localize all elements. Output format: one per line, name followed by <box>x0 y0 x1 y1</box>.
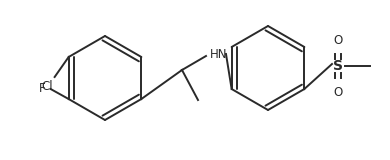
Text: HN: HN <box>210 48 227 60</box>
Text: O: O <box>333 85 343 99</box>
Text: F: F <box>39 81 46 95</box>
Text: O: O <box>333 33 343 47</box>
Text: S: S <box>333 59 343 73</box>
Text: Cl: Cl <box>42 80 53 93</box>
